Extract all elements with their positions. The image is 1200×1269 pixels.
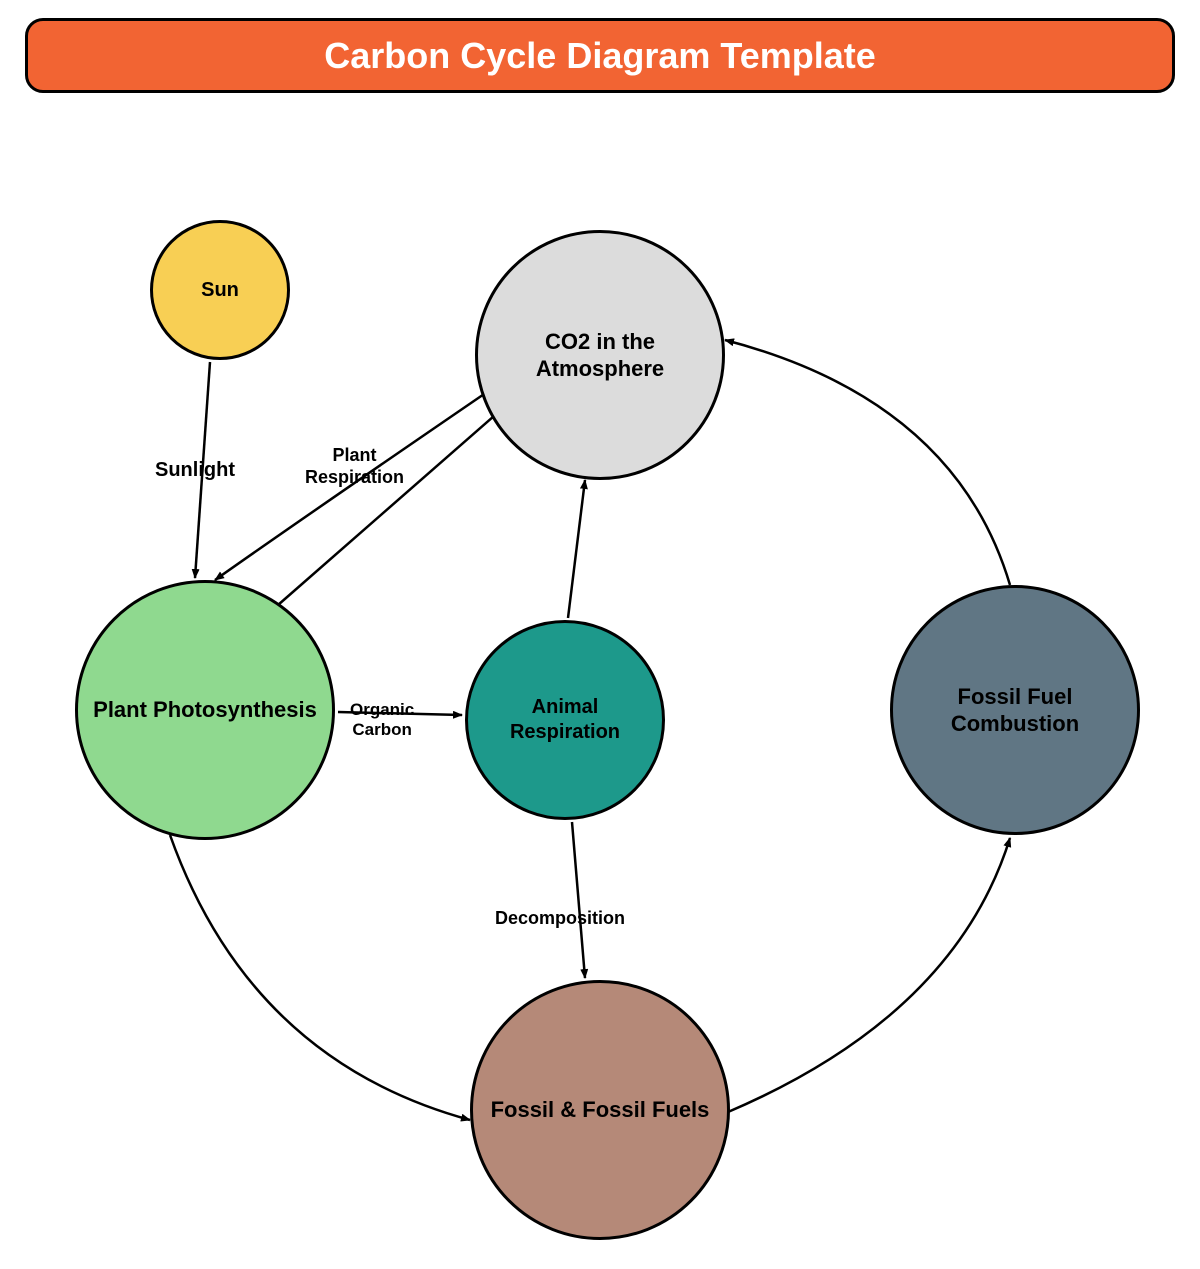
edge-animal_to_co2 bbox=[568, 480, 585, 618]
edge-label-sun_to_photo: Sunlight bbox=[155, 458, 235, 482]
node-label-fossil_combustion: Fossil Fuel Combustion bbox=[903, 683, 1127, 738]
edge-animal_to_fossil bbox=[572, 822, 585, 978]
edge-combustion_to_co2_curve bbox=[725, 340, 1010, 585]
node-fossil_combustion: Fossil Fuel Combustion bbox=[890, 585, 1140, 835]
edge-label-photo_to_co2_respiration: PlantRespiration bbox=[305, 445, 404, 488]
edge-fossil_to_combustion_curve bbox=[728, 838, 1010, 1112]
node-label-photosynthesis: Plant Photosynthesis bbox=[93, 696, 317, 724]
node-label-co2: CO2 in the Atmosphere bbox=[488, 328, 712, 383]
node-photosynthesis: Plant Photosynthesis bbox=[75, 580, 335, 840]
edge-photo_to_co2_respiration bbox=[270, 402, 510, 612]
node-co2: CO2 in the Atmosphere bbox=[475, 230, 725, 480]
node-sun: Sun bbox=[150, 220, 290, 360]
edge-photo_to_fossil_curve bbox=[170, 835, 470, 1120]
node-label-sun: Sun bbox=[201, 278, 239, 303]
diagram-area: Sun CO2 in the Atmosphere Plant Photosynth… bbox=[0, 0, 1200, 1269]
node-label-animal: Animal Respiration bbox=[478, 695, 652, 745]
edge-label-photo_to_animal: OrganicCarbon bbox=[350, 700, 414, 741]
edge-label-animal_to_fossil: Decomposition bbox=[495, 908, 625, 930]
node-animal: Animal Respiration bbox=[465, 620, 665, 820]
node-fossil_fuels: Fossil & Fossil Fuels bbox=[470, 980, 730, 1240]
node-label-fossil_fuels: Fossil & Fossil Fuels bbox=[491, 1096, 710, 1124]
